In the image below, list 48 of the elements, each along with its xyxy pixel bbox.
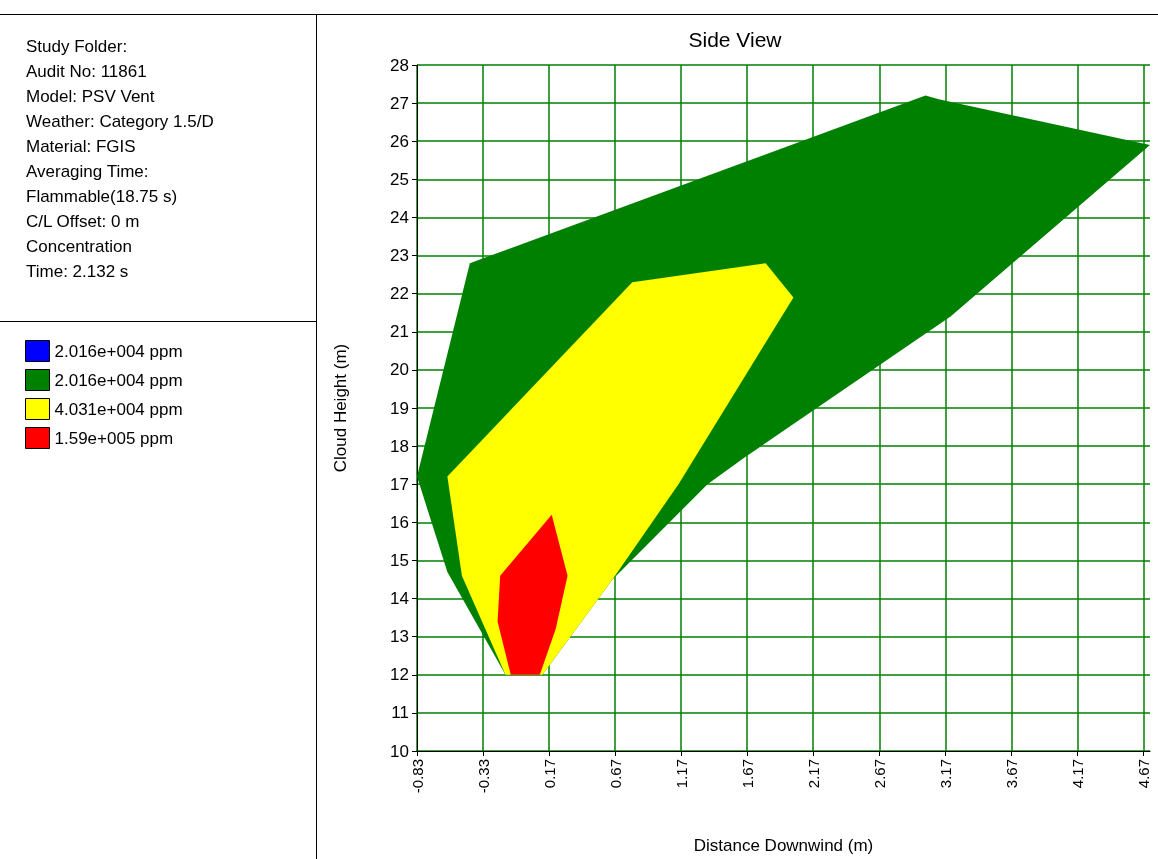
y-tick-label: 28: [390, 55, 409, 75]
y-tick-label: 19: [390, 398, 409, 418]
y-tick-label: 16: [390, 512, 409, 532]
x-tick-label: 0.17: [540, 759, 558, 789]
y-tick-label: 27: [390, 93, 409, 113]
y-tick-label: 13: [390, 627, 409, 647]
legend-label: 2.016e+004 ppm: [54, 341, 183, 361]
y-tick-label: 12: [390, 665, 409, 685]
legend-label: 2.016e+004 ppm: [54, 370, 183, 390]
x-tick-label: 1.17: [672, 759, 690, 789]
y-tick-label: 15: [390, 550, 409, 570]
legend-label: 1.59e+005 ppm: [54, 428, 174, 448]
x-tick-label: 1.67: [738, 759, 756, 789]
x-axis-title: Distance Downwind (m): [693, 836, 874, 855]
x-tick-label: 2.67: [870, 759, 888, 789]
x-tick-label: 3.67: [1002, 759, 1020, 789]
x-tick-label: 0.67: [606, 759, 624, 789]
y-tick-label: 11: [391, 703, 409, 723]
y-tick-label: 17: [390, 474, 409, 494]
y-tick-label: 10: [390, 741, 409, 761]
y-tick-label: 23: [390, 246, 409, 266]
text: Concentration: [26, 236, 133, 258]
y-tick-label: 20: [390, 360, 409, 380]
x-tick-label: 2.17: [804, 759, 822, 789]
text: Time: 2.132 s: [26, 261, 130, 283]
text: Weather: Category 1.5/D: [26, 111, 214, 133]
text: Audit No: 11861: [26, 61, 148, 83]
text: Averaging Time:: [26, 161, 150, 183]
text: C/L Offset: 0 m: [26, 211, 141, 233]
y-tick-label: 24: [390, 207, 409, 227]
y-tick-label: 26: [390, 131, 409, 151]
legend-label: 4.031e+004 ppm: [54, 399, 183, 419]
x-tick-label: 4.17: [1068, 759, 1086, 789]
y-axis-title: Cloud Height (m): [331, 343, 350, 473]
text: Material: FGIS: [26, 136, 137, 158]
text: Study Folder:: [26, 36, 129, 58]
text: Model: PSV Vent: [26, 86, 156, 108]
x-tick-label: -0.83: [408, 759, 426, 794]
y-tick-label: 14: [390, 589, 409, 609]
text: Flammable(18.75 s): [26, 186, 179, 208]
x-tick-label: -0.33: [474, 759, 492, 794]
y-tick-label: 25: [390, 169, 409, 189]
y-tick-label: 22: [390, 284, 409, 304]
chart-title: Side View: [688, 28, 783, 51]
y-tick-label: 21: [390, 322, 409, 342]
x-tick-label: 4.67: [1134, 759, 1152, 789]
x-tick-label: 3.17: [936, 759, 954, 789]
y-tick-label: 18: [390, 436, 409, 456]
